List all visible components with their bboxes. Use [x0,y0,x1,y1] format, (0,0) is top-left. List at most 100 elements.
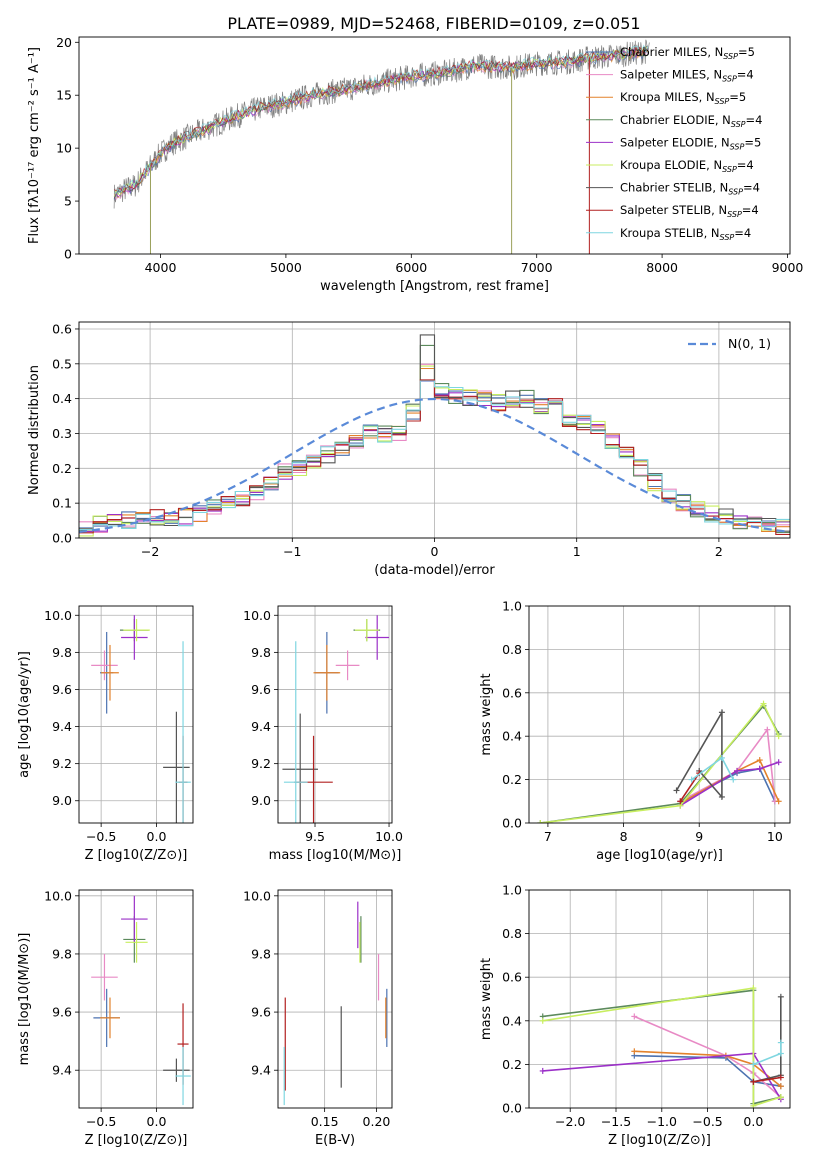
mass-vs-z-axes: −0.5 0.0 9.4 9.6 9.8 10.0 Z [log10(Z/Z⊙)] mass … [17,888,194,1148]
y-tick-label: 1.0 [502,883,522,898]
x-tick-label: 9 [695,829,703,844]
histogram-kroupa_stelib [79,380,790,530]
residuals-panel: −2 −1 0 1 2 0.0 0.1 0.2 0.3 0.4 0.5 0.6 (data-model)… [27,321,791,578]
y-tick-label: 9.6 [251,682,271,697]
weight-line-salpeter_elodie [679,761,779,807]
y-tick-label: 0.2 [502,772,522,787]
axes-frame [78,605,194,824]
y-tick-label: 0.1 [52,496,72,511]
y-tick-label: 9.8 [251,946,271,961]
weight-vs-z-plot [539,985,784,1108]
age-vs-mass-axes: 9.5 10.0 9.0 9.2 9.4 9.6 9.8 10.0 mass [log10(M/… [243,605,403,863]
y-axis-label: Normed distribution [27,365,42,495]
weight-line-salpeter_stelib [679,772,700,802]
y-tick-label: 10 [56,141,72,156]
legend-entry: Salpeter ELODIE, NSSP=5 [620,135,761,151]
x-tick-label: 8000 [646,260,678,275]
legend-subscript: SSP [722,75,737,84]
y-tick-label: 5 [64,194,72,209]
y-tick-label: 9.8 [251,645,271,660]
legend-entry: Chabrier MILES, NSSP=5 [620,45,755,61]
weight-line-chabrier_stelib [675,709,723,800]
y-tick-label: 0.2 [502,1057,522,1072]
x-tick-label: 2 [715,544,723,559]
model-spectrum-kroupa_stelib [113,44,649,194]
legend-entry: Kroupa ELODIE, NSSP=4 [620,158,754,174]
y-tick-label: 0.8 [502,926,522,941]
x-axis-label: (data-model)/error [374,563,495,578]
y-tick-label: 0.6 [502,685,522,700]
x-tick-label: 6000 [395,260,427,275]
x-tick-label: 8 [620,829,628,844]
y-tick-label: 0.5 [52,356,72,371]
legend-subscript: SSP [728,188,743,197]
weight-line-salpeter_stelib [753,1076,781,1083]
weight-line-chabrier_elodie [540,704,780,823]
x-tick-label: 0.0 [147,1114,167,1129]
legend-suffix: =4 [746,113,763,127]
axes-frame [528,605,791,824]
mass-vs-ebv-plot [283,901,388,1106]
y-tick-label: 0.0 [502,1101,522,1116]
y-tick-label: 0.4 [502,729,522,744]
y-tick-label: 10.0 [44,608,72,623]
y-tick-label: 0.2 [52,461,72,476]
legend-subscript: SSP [730,142,745,151]
x-axis-label: wavelength [Angstrom, rest frame] [320,279,549,294]
axes-frame [528,889,791,1109]
age-vs-z-axes: −0.5 0.0 9.0 9.2 9.4 9.6 9.8 10.0 Z [log10(Z/Z⊙)… [17,605,194,863]
weight-line-salpeter_miles [633,1015,782,1098]
x-tick-label: 0 [431,544,439,559]
legend-subscript: SSP [727,210,742,219]
mass-vs-ebv-axes: 0.15 0.20 9.4 9.6 9.8 10.0 E(B-V) [243,888,393,1148]
y-tick-label: 9.4 [52,1063,72,1078]
axes-frame [277,889,393,1109]
axes-frame [78,889,194,1109]
legend-entry: Salpeter MILES, NSSP=4 [620,68,754,84]
y-tick-label: 9.4 [251,719,271,734]
y-tick-label: 9.6 [52,682,72,697]
y-tick-label: 9.4 [52,719,72,734]
y-axis-label: mass weight [479,673,494,755]
y-tick-label: 9.6 [251,1005,271,1020]
legend-entry: Kroupa MILES, NSSP=5 [620,90,746,106]
model-spectrum-salpeter_stelib [113,46,648,193]
y-tick-label: 0 [64,247,72,262]
x-tick-label: 10 [767,829,783,844]
x-tick-label: 10.0 [375,829,403,844]
x-tick-label: −0.5 [692,1114,722,1129]
x-axis-label: Z [log10(Z/Z⊙)] [85,1133,188,1148]
y-tick-label: 10.0 [243,608,271,623]
x-tick-label: 4000 [145,260,177,275]
figure-title: PLATE=0989, MJD=52468, FIBERID=0109, z=0… [227,14,640,33]
legend-suffix: =4 [734,226,751,240]
spectrum-plot [113,39,650,254]
x-tick-label: −1 [283,544,301,559]
legend-suffix: =4 [743,181,760,195]
x-tick-label: 0.0 [743,1114,763,1129]
legend-suffix: =4 [737,158,754,172]
normal-curve [79,397,790,533]
y-axis-label: mass weight [479,958,494,1040]
legend-entry: Kroupa STELIB, NSSP=4 [620,226,751,242]
legend-suffix: =5 [744,135,761,149]
y-tick-label: 9.2 [52,756,72,771]
y-tick-label: 9.8 [52,946,72,961]
x-tick-label: −2 [141,544,159,559]
y-tick-label: 10.0 [243,888,271,903]
parameter-panels: −0.5 0.0 9.0 9.2 9.4 9.6 9.8 10.0 Z [log10(Z/Z⊙)… [17,599,791,1148]
x-tick-label: 5000 [270,260,302,275]
y-axis-label: Flux [fλ10⁻¹⁷ erg cm⁻² s⁻¹ A⁻¹] [27,47,42,244]
weight-line-chabrier_stelib [753,996,782,1083]
x-tick-label: 0.20 [363,1114,391,1129]
y-axis-label: mass [log10(M/M⊙)] [17,933,32,1066]
y-tick-label: 9.8 [52,645,72,660]
x-tick-label: −1.0 [647,1114,677,1129]
y-tick-label: 9.0 [251,793,271,808]
legend-suffix: =4 [742,203,759,217]
y-tick-label: 10.0 [44,888,72,903]
weight-line-kroupa_elodie [542,987,782,1107]
x-tick-label: −1.5 [601,1114,631,1129]
y-tick-label: 0.6 [52,321,72,336]
